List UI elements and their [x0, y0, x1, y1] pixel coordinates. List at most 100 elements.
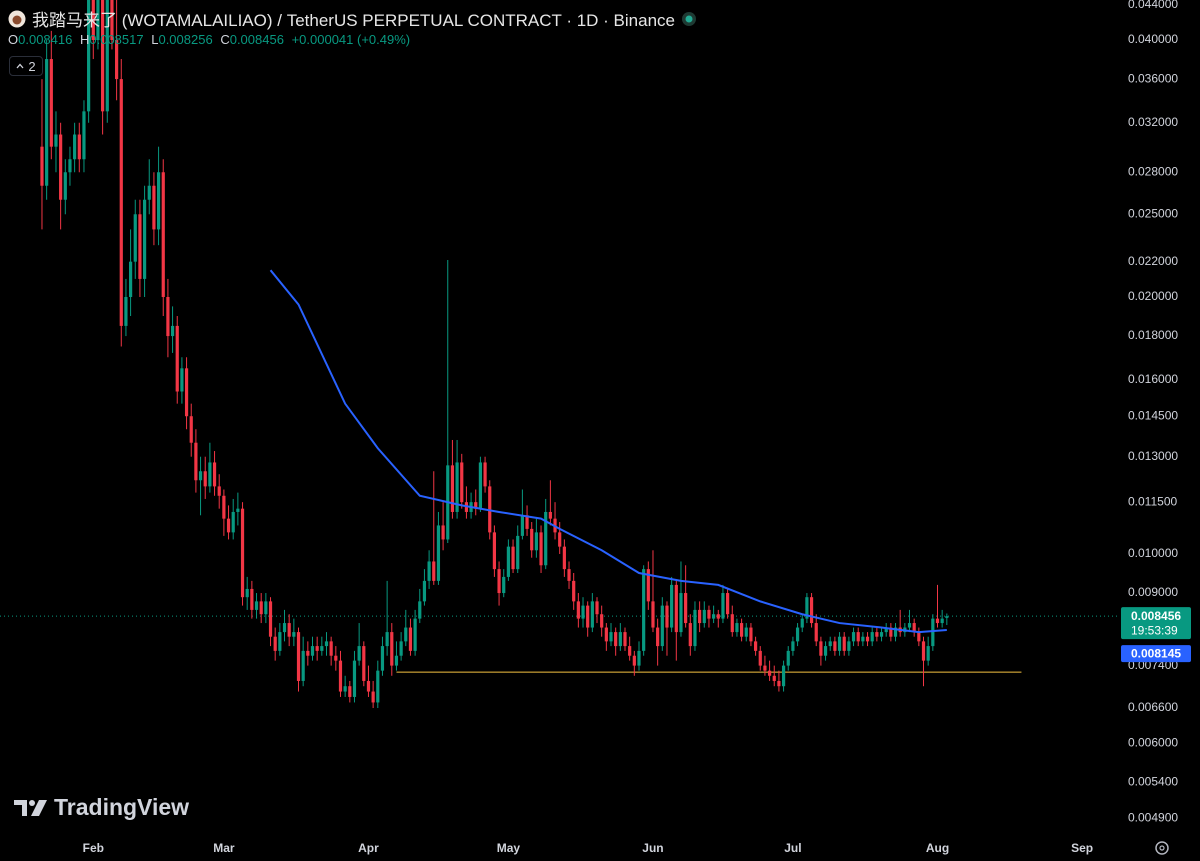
candle-body [805, 597, 809, 619]
candle-body [730, 614, 734, 633]
candle-body [646, 569, 650, 602]
x-tick-label: Apr [358, 841, 379, 855]
candle-body [679, 593, 683, 633]
candle-body [912, 623, 916, 633]
candle-body [534, 532, 538, 551]
y-tick-label: 0.040000 [1128, 32, 1178, 46]
y-tick-label: 0.009000 [1128, 585, 1178, 599]
y-tick-label: 0.028000 [1128, 164, 1178, 178]
candle-body [637, 650, 641, 666]
last-price-label: 0.008456 [1131, 609, 1181, 623]
candle-body [945, 616, 949, 618]
candle-body [142, 199, 147, 279]
candle-body [45, 59, 49, 186]
candle-body [133, 214, 137, 262]
candle-body [688, 623, 692, 647]
indicator-toggle[interactable]: 2 [9, 56, 43, 76]
candle-body [693, 609, 697, 647]
candle-body [432, 561, 436, 581]
candle-body [758, 650, 762, 666]
candle-body [506, 546, 510, 577]
candle-body [809, 597, 814, 624]
candle-body [385, 632, 389, 647]
candle-body [208, 462, 212, 487]
candle-body [921, 641, 926, 661]
candle-body [240, 508, 245, 598]
candle-body [334, 655, 338, 661]
candle-body [390, 632, 394, 666]
candle-body [702, 609, 706, 624]
candle-body [77, 134, 81, 160]
y-tick-label: 0.010000 [1128, 546, 1178, 560]
axes: 0.044000 0.040000 0.036000 0.032000 0.028000… [83, 0, 1191, 855]
candle-body [203, 471, 207, 487]
candle-body [586, 605, 590, 628]
candle-body [940, 618, 944, 624]
badge-bg [1121, 645, 1191, 663]
brand-name: TradingView [54, 794, 190, 820]
candle-body [502, 576, 506, 594]
candle-body [343, 686, 347, 692]
legend-key: H [79, 32, 90, 47]
candle-body [833, 641, 837, 651]
candle-body [399, 641, 403, 656]
candle-body [767, 670, 772, 676]
candle-body [525, 515, 529, 529]
candle-body [628, 646, 632, 656]
candle-body [572, 580, 576, 602]
legend-value: 0.008517 [89, 32, 144, 47]
candle-body [800, 618, 804, 628]
candle-body [184, 368, 189, 417]
candle-body [422, 580, 427, 602]
candle-body [483, 462, 487, 487]
candle-body [87, 0, 91, 112]
candle-body [348, 686, 352, 697]
candle-body [413, 618, 417, 651]
y-tick-label: 0.020000 [1128, 289, 1178, 303]
candle-body [935, 618, 940, 624]
chevron [16, 63, 24, 69]
candle-body [684, 593, 688, 624]
candle-body [823, 646, 828, 656]
candle-body [306, 650, 310, 656]
candle-body [250, 588, 254, 610]
candle-body [889, 627, 893, 637]
candle-body [460, 462, 464, 503]
y-tick-label: 0.006600 [1128, 700, 1178, 714]
plot-area [0, 0, 1118, 709]
candle-body [819, 641, 823, 656]
candle-body [716, 614, 720, 619]
candle-body [861, 636, 865, 642]
y-tick-label: 0.005400 [1128, 775, 1178, 789]
brand-mark [14, 799, 47, 816]
candle-body [376, 670, 380, 703]
candle-body [380, 646, 385, 671]
candle-body [450, 465, 455, 512]
candle-body [926, 646, 930, 661]
y-tick-label: 0.011500 [1128, 494, 1177, 508]
candle-body [166, 297, 170, 337]
candle-body [352, 660, 357, 697]
ma-badge: 0.008145 [1121, 645, 1191, 663]
candle-body [189, 416, 193, 443]
candle-body [530, 528, 534, 551]
candle-body [236, 508, 240, 512]
candle-body [175, 325, 179, 392]
candle-body [781, 665, 786, 687]
candle-body [222, 495, 226, 519]
candle-body [49, 59, 53, 147]
settings-icon[interactable] [1155, 841, 1169, 855]
countdown-label: 19:53:39 [1131, 623, 1178, 637]
candle-body [40, 146, 44, 186]
candle-body [138, 214, 142, 279]
candle-body [198, 471, 203, 481]
candle-body [282, 623, 287, 633]
candle-body [712, 614, 716, 619]
candle-body [735, 623, 739, 633]
candle-body [609, 632, 613, 642]
candle-body [124, 297, 128, 326]
candle-body [156, 172, 161, 230]
candle-body [115, 40, 119, 80]
candle-body [418, 601, 422, 619]
